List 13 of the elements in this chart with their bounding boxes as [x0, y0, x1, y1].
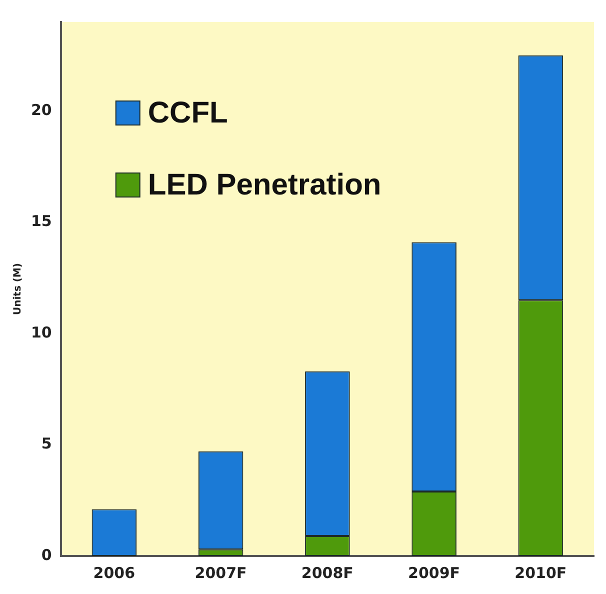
y-tick-label: 5 [41, 434, 52, 453]
x-tick-label: 2008F [301, 564, 354, 582]
y-axis-title: Units (M) [12, 263, 24, 315]
x-tick-label: 2007F [194, 564, 247, 582]
x-tick-label: 2006 [93, 564, 136, 582]
x-tick-label: 2009F [408, 564, 460, 582]
y-tick-label: 20 [31, 100, 52, 119]
y-tick-label: 0 [41, 546, 52, 564]
legend-label: LED Penetration [148, 168, 382, 202]
y-tick-label: 15 [31, 212, 52, 230]
legend-label: CCFL [148, 96, 228, 130]
y-tick-label: 10 [31, 323, 52, 342]
x-tick-label: 2010F [514, 564, 567, 582]
